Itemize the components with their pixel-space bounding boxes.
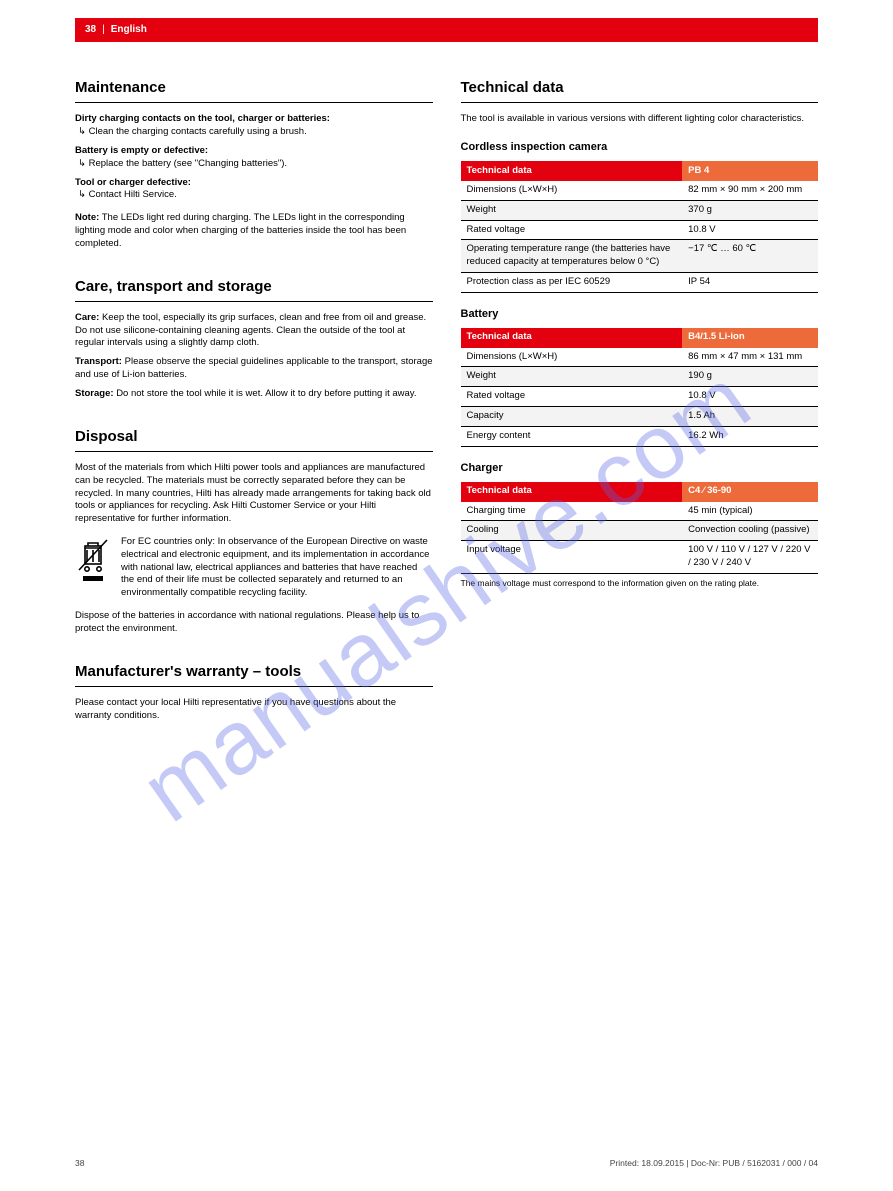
table-header-row: Technical data PB 4 <box>461 161 819 181</box>
disposal-weee-block: For EC countries only: In observance of … <box>75 536 433 600</box>
table1-group: Cordless inspection camera <box>461 140 819 155</box>
warranty-p1: Please contact your local Hilti represen… <box>75 697 433 723</box>
spec-value: 86 mm × 47 mm × 131 mm <box>682 348 818 367</box>
spec-label: Operating temperature range (the batteri… <box>461 240 683 273</box>
table2-body: Dimensions (L×W×H)86 mm × 47 mm × 131 mm… <box>461 348 819 447</box>
table-header-row: Technical data B4/1.5 Li-ion <box>461 328 819 348</box>
spec-value: Convection cooling (passive) <box>682 521 818 541</box>
table-row: Charging time45 min (typical) <box>461 502 819 521</box>
weee-icon <box>75 536 111 600</box>
disposal-note: Dispose of the batteries in accordance w… <box>75 610 433 636</box>
table-header: Technical data <box>461 328 683 348</box>
table3-body: Charging time45 min (typical)CoolingConv… <box>461 502 819 574</box>
section-warranty-title: Manufacturer's warranty – tools <box>75 662 433 687</box>
header-lang: English <box>111 23 147 37</box>
spec-label: Charging time <box>461 502 683 521</box>
spec-value: 370 g <box>682 200 818 220</box>
section-storage-title: Care, transport and storage <box>75 277 433 302</box>
page-number: 38 <box>85 23 96 37</box>
table-header: Technical data <box>461 161 683 181</box>
spec-label: Weight <box>461 200 683 220</box>
table-battery: Technical data B4/1.5 Li-ion Dimensions … <box>461 328 819 447</box>
table-row: Protection class as per IEC 60529IP 54 <box>461 272 819 292</box>
spec-value: 1.5 Ah <box>682 407 818 427</box>
table-camera: Technical data PB 4 Dimensions (L×W×H)82… <box>461 161 819 293</box>
table3-group: Charger <box>461 461 819 476</box>
table-row: Weight190 g <box>461 367 819 387</box>
table-header: PB 4 <box>682 161 818 181</box>
table3-footnote: The mains voltage must correspond to the… <box>461 578 819 589</box>
storage-row: Care: Keep the tool, especially its grip… <box>75 312 433 350</box>
spec-label: Dimensions (L×W×H) <box>461 181 683 200</box>
maint-row: Battery is empty or defective: ↳ Replace… <box>75 145 433 171</box>
table-charger: Technical data C4 ⁄ 36-90 Charging time4… <box>461 482 819 574</box>
table-header: C4 ⁄ 36-90 <box>682 482 818 502</box>
spec-value: 10.8 V <box>682 220 818 240</box>
table-row: Operating temperature range (the batteri… <box>461 240 819 273</box>
section-disposal-title: Disposal <box>75 427 433 452</box>
header-separator: | <box>102 23 105 37</box>
table-header: Technical data <box>461 482 683 502</box>
table-row: CoolingConvection cooling (passive) <box>461 521 819 541</box>
storage-list: Care: Keep the tool, especially its grip… <box>75 312 433 401</box>
spec-value: 190 g <box>682 367 818 387</box>
table2-group: Battery <box>461 307 819 322</box>
footer-page: 38 <box>75 1158 84 1169</box>
spec-value: −17 ℃ … 60 ℃ <box>682 240 818 273</box>
spec-value: IP 54 <box>682 272 818 292</box>
header-bar: 38 | English <box>75 18 818 42</box>
spec-value: 16.2 Wh <box>682 426 818 446</box>
right-column: Technical data The tool is available in … <box>461 72 819 723</box>
section-maintenance-title: Maintenance <box>75 78 433 103</box>
table-row: Rated voltage10.8 V <box>461 220 819 240</box>
content-columns: Maintenance Dirty charging contacts on t… <box>75 72 818 723</box>
table-row: Rated voltage10.8 V <box>461 387 819 407</box>
table-row: Dimensions (L×W×H)86 mm × 47 mm × 131 mm <box>461 348 819 367</box>
spec-label: Rated voltage <box>461 220 683 240</box>
left-column: Maintenance Dirty charging contacts on t… <box>75 72 433 723</box>
arrow-icon: ↳ <box>75 126 89 137</box>
spec-label: Cooling <box>461 521 683 541</box>
maint-row: Tool or charger defective: ↳ Contact Hil… <box>75 177 433 203</box>
section-tech-title: Technical data <box>461 78 819 103</box>
spec-value: 45 min (typical) <box>682 502 818 521</box>
arrow-icon: ↳ <box>75 189 89 200</box>
table1-body: Dimensions (L×W×H)82 mm × 90 mm × 200 mm… <box>461 181 819 292</box>
spec-label: Energy content <box>461 426 683 446</box>
footer-docinfo: Printed: 18.09.2015 | Doc-Nr: PUB / 5162… <box>610 1158 818 1169</box>
table-header-row: Technical data C4 ⁄ 36-90 <box>461 482 819 502</box>
spec-label: Weight <box>461 367 683 387</box>
maintenance-list: Dirty charging contacts on the tool, cha… <box>75 113 433 250</box>
table-row: Input voltage100 V / 110 V / 127 V / 220… <box>461 541 819 574</box>
spec-value: 10.8 V <box>682 387 818 407</box>
storage-row: Transport: Please observe the special gu… <box>75 356 433 382</box>
table-row: Dimensions (L×W×H)82 mm × 90 mm × 200 mm <box>461 181 819 200</box>
spec-value: 100 V / 110 V / 127 V / 220 V / 230 V / … <box>682 541 818 574</box>
storage-row: Storage: Do not store the tool while it … <box>75 388 433 401</box>
spec-label: Dimensions (L×W×H) <box>461 348 683 367</box>
footer: 38 Printed: 18.09.2015 | Doc-Nr: PUB / 5… <box>75 1158 818 1169</box>
table-row: Capacity1.5 Ah <box>461 407 819 427</box>
spec-label: Capacity <box>461 407 683 427</box>
table-row: Energy content16.2 Wh <box>461 426 819 446</box>
spec-label: Input voltage <box>461 541 683 574</box>
disposal-p1: Most of the materials from which Hilti p… <box>75 462 433 526</box>
spec-value: 82 mm × 90 mm × 200 mm <box>682 181 818 200</box>
spec-label: Rated voltage <box>461 387 683 407</box>
table-header: B4/1.5 Li-ion <box>682 328 818 348</box>
maint-note: Note: The LEDs light red during charging… <box>75 212 433 250</box>
maint-row: Dirty charging contacts on the tool, cha… <box>75 113 433 139</box>
arrow-icon: ↳ <box>75 158 89 169</box>
table-row: Weight370 g <box>461 200 819 220</box>
spec-label: Protection class as per IEC 60529 <box>461 272 683 292</box>
disposal-p2: For EC countries only: In observance of … <box>121 536 433 600</box>
tech-intro: The tool is available in various version… <box>461 113 819 126</box>
